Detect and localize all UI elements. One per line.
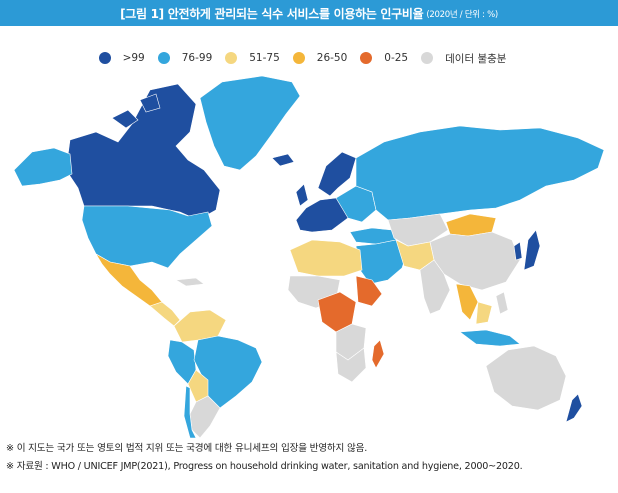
central-asia — [387, 213, 449, 247]
world-map — [0, 70, 618, 438]
japan — [523, 229, 541, 271]
legend-item-76-99: 76-99 — [157, 52, 213, 64]
scandinavia — [317, 151, 357, 197]
indonesia — [459, 329, 521, 347]
southern-africa — [335, 347, 367, 383]
philippines — [495, 291, 509, 315]
australia — [485, 345, 567, 411]
legend-label: 51-75 — [249, 52, 280, 64]
legend-swatch — [98, 52, 111, 64]
footnotes: ※ 이 지도는 국가 또는 영토의 법적 지위 또는 국경에 대한 유니세프의 … — [6, 440, 612, 476]
canada-islands — [111, 93, 161, 129]
madagascar — [371, 339, 385, 369]
uk — [295, 183, 309, 207]
legend-item-gt99: >99 — [98, 52, 145, 64]
colombia-venezuela — [173, 309, 227, 343]
southeast-asia-2 — [475, 301, 493, 325]
legend-label: 26-50 — [316, 52, 348, 64]
central-america — [149, 301, 181, 327]
footnote-disclaimer: ※ 이 지도는 국가 또는 영토의 법적 지위 또는 국경에 대한 유니세프의 … — [6, 443, 368, 454]
figure-title: [그림 1] 안전하게 관리되는 식수 서비스를 이용하는 인구비율 — [120, 6, 424, 21]
new-zealand — [565, 393, 583, 423]
legend-label: 76-99 — [181, 52, 213, 64]
brazil — [193, 335, 263, 409]
legend-swatch — [360, 52, 373, 64]
india — [419, 259, 451, 315]
legend-swatch — [225, 52, 238, 64]
korea — [513, 241, 523, 261]
middle-east — [355, 239, 409, 285]
usa — [81, 205, 213, 269]
chile — [183, 385, 197, 438]
greenland — [199, 75, 301, 171]
legend-swatch — [292, 52, 305, 64]
legend-swatch — [421, 52, 434, 64]
caribbean — [175, 277, 205, 287]
legend-label: 0-25 — [384, 52, 409, 64]
legend-item-no-data: 데이터 불충분 — [421, 51, 506, 66]
legend-item-51-75: 51-75 — [225, 52, 280, 64]
east-africa — [355, 275, 383, 307]
map-legend: >99 76-99 51-75 26-50 0-25 데이터 불충분 — [0, 50, 618, 66]
alaska — [13, 147, 73, 187]
legend-item-26-50: 26-50 — [292, 52, 348, 64]
legend-item-0-25: 0-25 — [360, 52, 408, 64]
legend-label: >99 — [122, 52, 145, 64]
legend-swatch — [157, 52, 170, 64]
north-africa — [289, 239, 363, 277]
footnote-source: ※ 자료원 : WHO / UNICEF JMP(2021), Progress… — [6, 461, 523, 472]
figure-unit: (2020년 / 단위 : %) — [426, 10, 498, 20]
figure-title-bar: [그림 1] 안전하게 관리되는 식수 서비스를 이용하는 인구비율 (2020… — [0, 0, 618, 26]
iceland — [271, 153, 295, 167]
bolivia — [187, 369, 209, 403]
world-map-svg — [13, 75, 605, 438]
southeast-asia — [455, 283, 479, 321]
russia — [355, 125, 605, 221]
legend-label: 데이터 불충분 — [445, 52, 507, 65]
